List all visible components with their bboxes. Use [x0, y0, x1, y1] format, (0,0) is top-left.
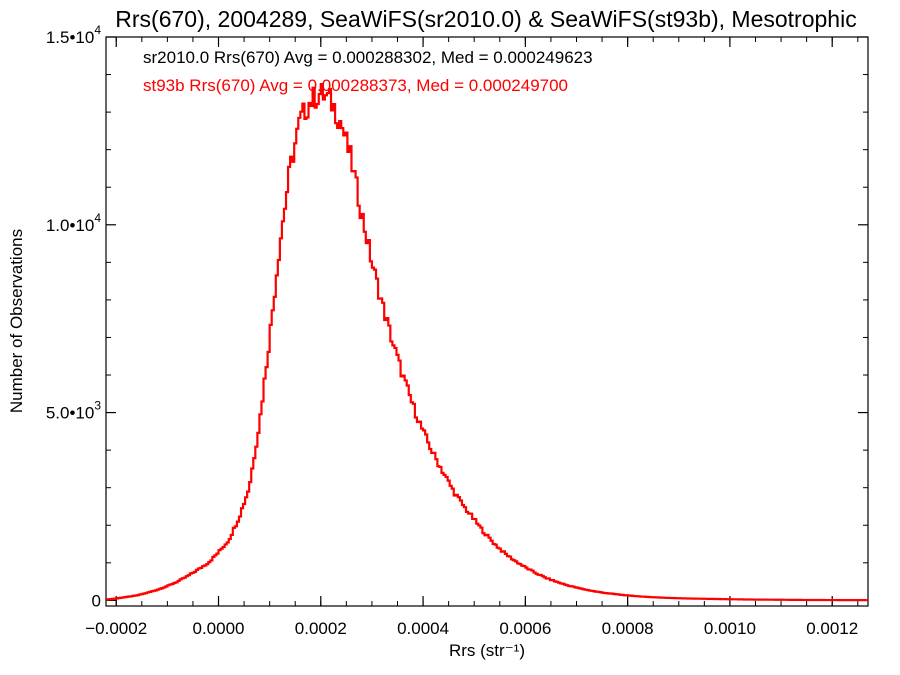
x-tick-label: 0.0008 — [602, 619, 654, 638]
x-tick-label: 0.0000 — [193, 619, 245, 638]
chart-title: Rrs(670), 2004289, SeaWiFS(sr2010.0) & S… — [115, 6, 856, 32]
x-axis-label: Rrs (str⁻¹) — [449, 641, 525, 660]
annotation-st93b: st93b Rrs(670) Avg = 0.000288373, Med = … — [143, 76, 568, 95]
y-tick-label: 0 — [92, 591, 101, 610]
annotation-sr2010: sr2010.0 Rrs(670) Avg = 0.000288302, Med… — [143, 48, 593, 67]
x-tick-label: −0.0002 — [85, 619, 147, 638]
x-tick-label: 0.0012 — [806, 619, 858, 638]
x-tick-label: 0.0010 — [704, 619, 756, 638]
x-tick-label: 0.0002 — [295, 619, 347, 638]
y-tick-label: 1.5•104 — [46, 23, 102, 47]
series-line — [106, 83, 868, 602]
plot-frame — [105, 36, 869, 607]
y-tick-label: 1.0•104 — [46, 211, 102, 235]
x-tick-label: 0.0006 — [499, 619, 551, 638]
y-axis: 0 5.0•103 1.0•104 1.5•104 — [46, 23, 868, 610]
x-axis: −0.0002 0.0000 0.0002 0.0004 0.0006 0.0008 0.0… — [85, 37, 859, 638]
x-tick-label: 0.0004 — [397, 619, 449, 638]
y-axis-label: Number of Observations — [7, 229, 26, 413]
y-tick-label: 5.0•103 — [46, 399, 102, 423]
